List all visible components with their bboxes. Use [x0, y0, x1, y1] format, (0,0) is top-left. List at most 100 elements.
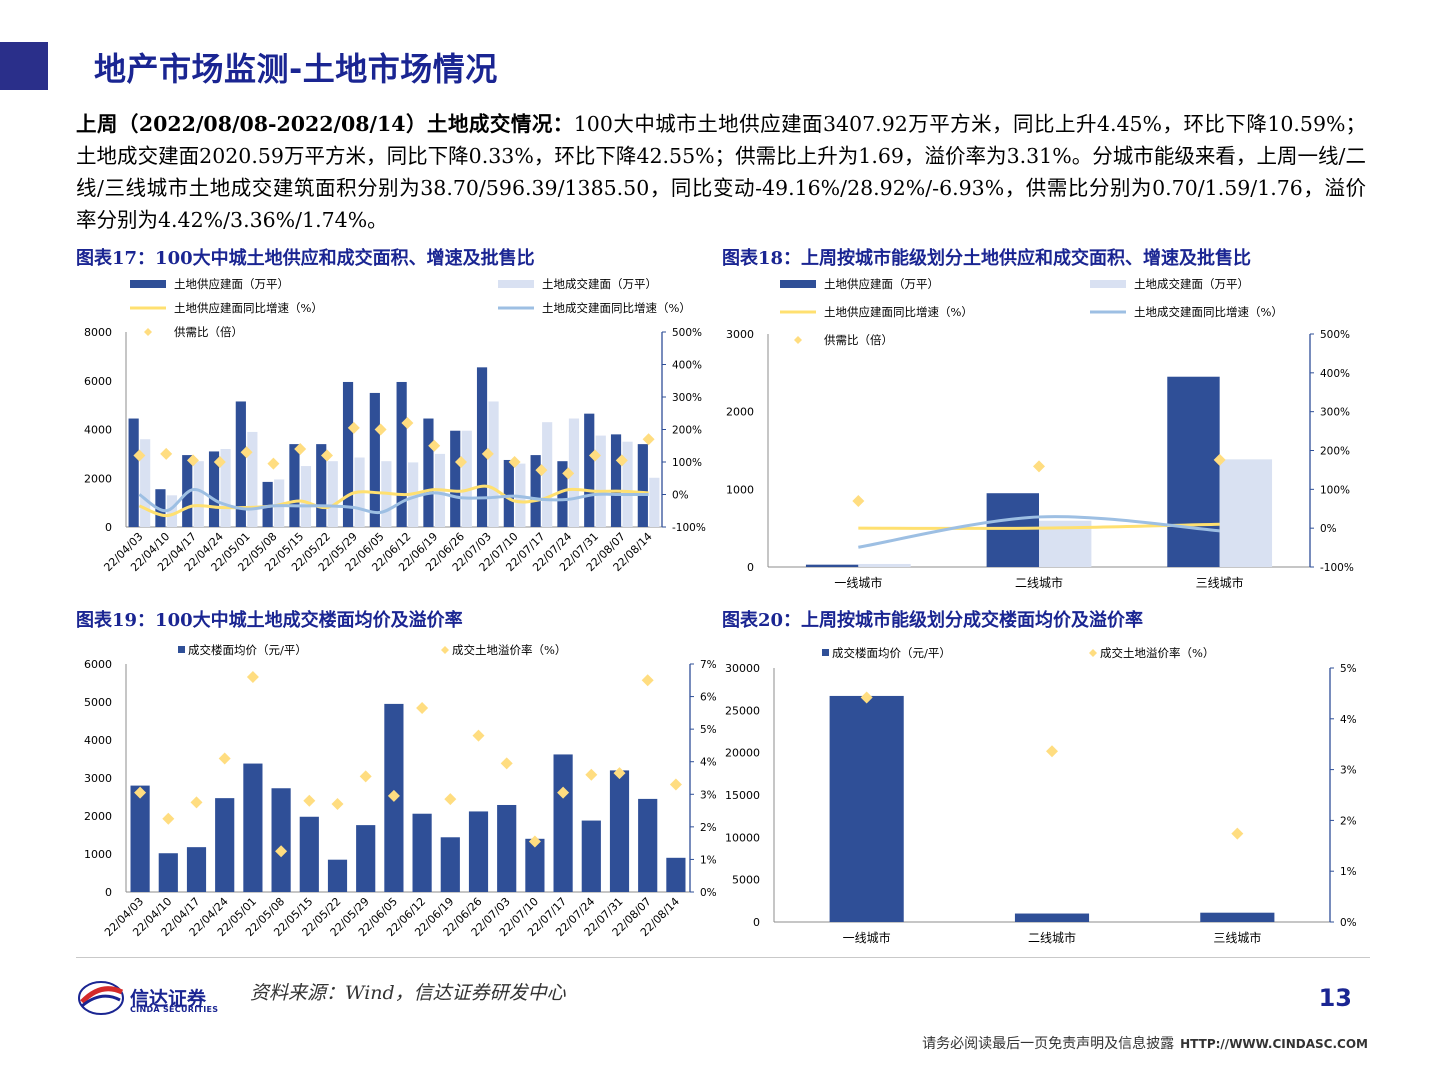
- y-tick-label-right: 3%: [1340, 765, 1357, 777]
- bar-primary: [829, 695, 904, 922]
- scatter-marker: [508, 456, 521, 468]
- scatter-marker: [267, 457, 280, 470]
- scatter-marker: [246, 671, 259, 684]
- y-tick-label-left: 1000: [84, 848, 112, 861]
- scatter-marker: [669, 778, 682, 791]
- scatter-marker: [613, 767, 626, 780]
- scatter-marker: [1231, 827, 1244, 840]
- scatter-marker: [852, 494, 865, 507]
- legend-label: 土地供应建面（万平）: [174, 277, 289, 291]
- y-tick-label-right: 300%: [672, 392, 702, 404]
- bar-primary: [610, 434, 622, 527]
- bar-primary: [208, 451, 220, 527]
- scatter-marker: [275, 845, 288, 858]
- scatter-marker: [133, 449, 146, 462]
- bar-primary: [581, 820, 601, 892]
- legend-label: 成交土地溢价率（%）: [1100, 646, 1214, 660]
- chart20-caption: 图表20：上周按城市能级划分成交楼面均价及溢价率: [722, 610, 1144, 631]
- disclaimer: 请务必阅读最后一页免责声明及信息披露 HTTP://WWW.CINDASC.COM: [922, 1033, 1368, 1053]
- scatter-marker: [347, 421, 360, 434]
- y-tick-label-left: 0: [105, 521, 112, 534]
- bar-primary: [158, 853, 178, 892]
- bar-primary: [440, 837, 460, 892]
- bar-primary: [316, 444, 327, 527]
- legend-label: 土地成交建面同比增速（%）: [1134, 305, 1283, 319]
- y-tick-label-right: 6%: [700, 692, 717, 704]
- footer-divider: [76, 957, 1370, 958]
- bar-primary: [530, 455, 541, 527]
- y-tick-label-left: 3000: [84, 772, 112, 785]
- scatter-marker: [1046, 745, 1058, 758]
- bar-secondary: [622, 441, 633, 527]
- y-tick-label-left: 15000: [725, 789, 760, 802]
- scatter-marker: [455, 456, 467, 468]
- y-tick-label-right: 4%: [700, 757, 717, 769]
- bar-primary: [396, 381, 407, 527]
- y-tick-label-right: 500%: [672, 327, 702, 339]
- y-tick-label-left: 20000: [725, 747, 760, 760]
- y-tick-label-right: 4%: [1340, 714, 1357, 726]
- chart18: 0 1000 2000 3000 -100% 0% 100% 200% 300% 400% 500%…: [726, 277, 1354, 590]
- legend-swatch-bar: [178, 646, 185, 653]
- scatter-marker: [303, 794, 316, 807]
- bar-secondary: [140, 439, 151, 527]
- y-tick-label-left: 2000: [84, 472, 112, 485]
- scatter-marker: [585, 768, 598, 781]
- scatter-marker: [535, 464, 548, 477]
- bar-primary: [1014, 913, 1090, 922]
- bar-primary: [476, 367, 488, 527]
- bar-secondary: [300, 466, 312, 527]
- legend-swatch-bar: [1090, 280, 1126, 288]
- bar-primary: [327, 859, 348, 892]
- header-accent-block: [0, 42, 48, 90]
- legend-label: 成交土地溢价率（%）: [452, 643, 566, 657]
- bar-primary: [369, 392, 380, 527]
- bar-primary: [638, 798, 658, 892]
- cinda-logo-icon: [78, 981, 124, 1015]
- y-tick-label-left: 30000: [725, 662, 760, 675]
- bar-primary: [666, 857, 686, 892]
- y-tick-label-right: 500%: [1320, 329, 1350, 341]
- legend-swatch-bar: [130, 280, 166, 288]
- y-tick-label-left: 10000: [725, 831, 760, 844]
- bar-primary: [637, 444, 648, 527]
- bar-primary: [553, 754, 573, 892]
- legend-label: 供需比（倍）: [174, 325, 243, 339]
- x-tick-label: 三线城市: [1196, 575, 1244, 590]
- bar-primary: [525, 838, 545, 892]
- logo-text-cn: 信达证券: [130, 988, 207, 1010]
- bar-secondary: [193, 461, 204, 527]
- bar-primary: [805, 564, 859, 567]
- legend-label: 土地供应建面同比增速（%）: [174, 301, 323, 315]
- y-tick-label-right: 0%: [700, 887, 717, 899]
- y-tick-label-right: -100%: [1320, 562, 1354, 574]
- y-tick-label-right: 2%: [1340, 815, 1357, 827]
- bar-primary: [243, 763, 263, 892]
- scatter-marker: [331, 798, 344, 811]
- bar-secondary: [166, 495, 178, 527]
- y-tick-label-right: 3%: [700, 789, 717, 801]
- scatter-marker: [860, 691, 873, 704]
- y-tick-label-left: 5000: [84, 696, 112, 709]
- y-tick-label-right: 5%: [700, 724, 717, 736]
- y-tick-label-left: 8000: [84, 326, 112, 339]
- y-tick-label-left: 0: [753, 916, 760, 929]
- bar-primary: [128, 418, 139, 527]
- chart19-caption: 图表19：100大中城土地成交楼面均价及溢价率: [76, 610, 463, 631]
- y-tick-label-right: 0%: [672, 490, 689, 502]
- y-tick-label-right: 400%: [1320, 368, 1350, 380]
- y-tick-label-right: 200%: [672, 425, 702, 437]
- legend-label: 成交楼面均价（元/平）: [832, 646, 951, 660]
- website-url: HTTP://WWW.CINDASC.COM: [1180, 1037, 1368, 1051]
- scatter-marker: [642, 433, 655, 446]
- y-tick-label-left: 6000: [84, 375, 112, 388]
- bar-primary: [986, 493, 1039, 567]
- legend-label: 土地供应建面（万平）: [824, 277, 939, 291]
- bar-primary: [584, 413, 595, 527]
- scatter-marker: [528, 835, 541, 848]
- bar-primary: [450, 430, 461, 527]
- x-tick-label: 一线城市: [843, 930, 891, 945]
- y-tick-label-left: 1000: [726, 483, 754, 496]
- bar-secondary: [568, 418, 580, 527]
- bar-secondary: [488, 401, 499, 527]
